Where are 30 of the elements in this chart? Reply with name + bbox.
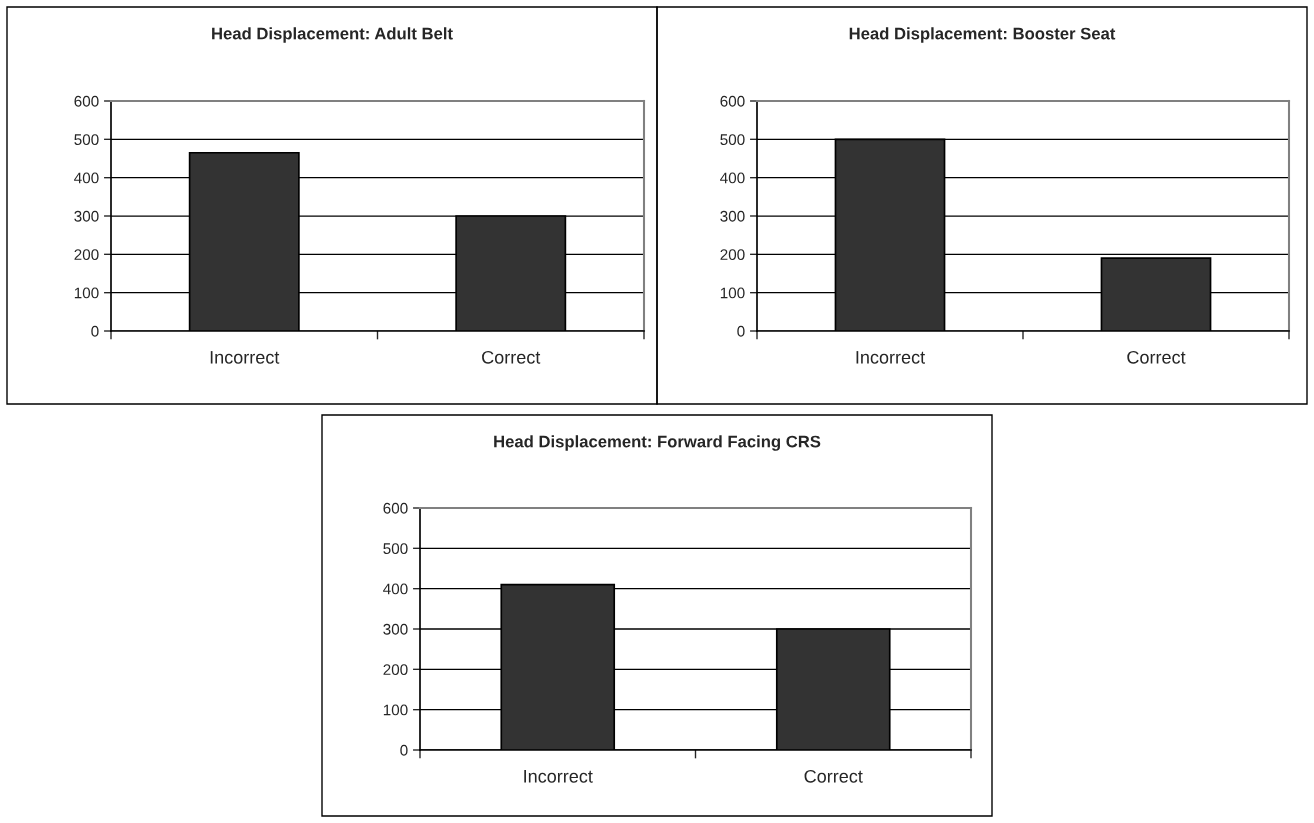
y-tick-label: 100 xyxy=(74,287,99,299)
y-tick-label: 100 xyxy=(383,704,408,716)
y-tick-label: 0 xyxy=(91,325,99,337)
y-tick-label: 300 xyxy=(383,623,408,635)
chart-title: Head Displacement: Adult Belt xyxy=(212,27,453,43)
y-tick-label: 500 xyxy=(383,543,408,555)
chart-title: Head Displacement: Forward Facing CRS xyxy=(494,435,821,451)
y-tick-label: 500 xyxy=(74,134,99,146)
y-tick-label: 500 xyxy=(720,134,745,146)
y-tick-label: 400 xyxy=(74,172,99,184)
y-tick-label: 0 xyxy=(737,325,745,337)
y-tick-label: 200 xyxy=(383,664,408,676)
x-tick-label: Correct xyxy=(804,769,863,783)
chart-title: Head Displacement: Booster Seat xyxy=(849,27,1116,43)
y-tick-label: 600 xyxy=(383,502,408,514)
y-tick-label: 400 xyxy=(720,172,745,184)
y-tick-label: 100 xyxy=(720,287,745,299)
y-tick-label: 600 xyxy=(74,95,99,107)
y-tick-label: 300 xyxy=(720,210,745,222)
y-tick-label: 200 xyxy=(74,249,99,261)
y-tick-label: 600 xyxy=(720,95,745,107)
y-tick-label: 200 xyxy=(720,249,745,261)
y-tick-label: 0 xyxy=(400,744,408,756)
x-tick-label: Incorrect xyxy=(524,770,593,783)
x-tick-label: Incorrect xyxy=(856,351,925,364)
x-tick-label: Incorrect xyxy=(210,351,280,364)
y-tick-label: 400 xyxy=(383,583,408,595)
x-tick-label: Correct xyxy=(1127,350,1186,364)
y-tick-label: 300 xyxy=(74,210,99,222)
x-tick-label: Correct xyxy=(482,350,541,364)
